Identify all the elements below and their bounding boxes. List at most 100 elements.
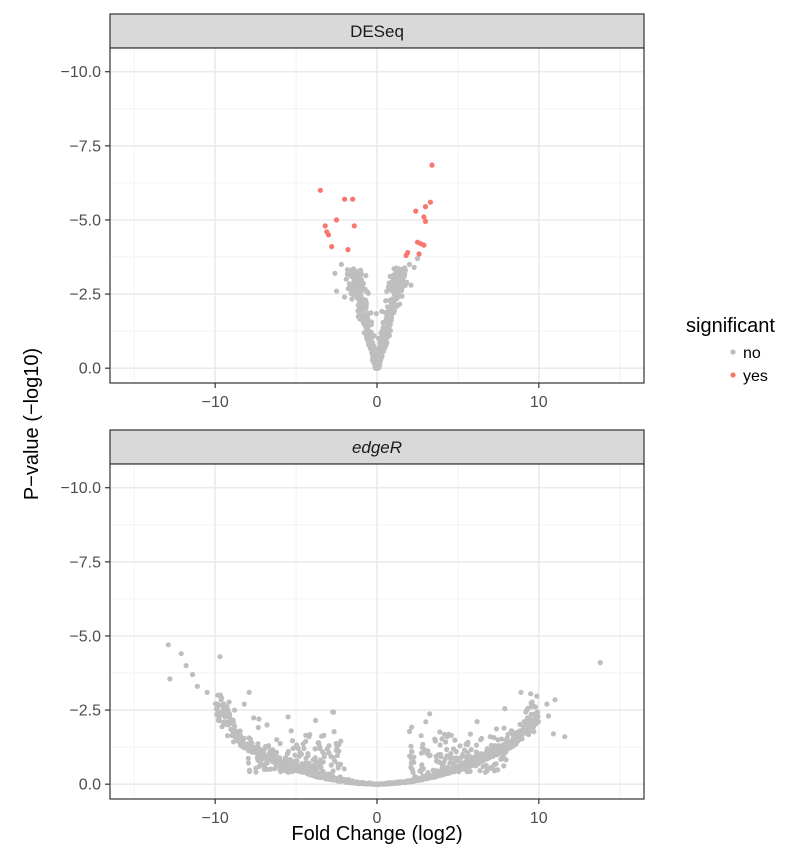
point-no — [228, 726, 234, 733]
point-yes — [427, 199, 433, 205]
legend-title: significant — [686, 315, 775, 337]
point-no — [246, 689, 252, 695]
point-yes — [350, 196, 356, 202]
point-no — [335, 777, 341, 783]
point-no — [550, 731, 557, 737]
point-no — [468, 754, 474, 760]
point-no — [444, 746, 450, 753]
point-no — [452, 737, 458, 743]
point-no — [389, 283, 395, 289]
point-no — [303, 755, 309, 761]
point-no — [271, 751, 277, 757]
point-no — [401, 267, 408, 273]
point-no — [389, 278, 396, 284]
point-no — [518, 689, 524, 695]
point-no — [467, 759, 473, 765]
point-no — [391, 310, 397, 316]
panel-top-strip — [109, 13, 645, 49]
point-no — [398, 274, 404, 280]
point-no — [279, 760, 285, 766]
point-no — [351, 779, 357, 785]
point-no — [220, 712, 226, 718]
point-no — [380, 341, 386, 347]
point-no — [454, 755, 460, 761]
point-no — [264, 722, 270, 728]
point-no — [314, 772, 320, 778]
panel-bottom: edgeR −10.0 −7.5 −5.0 −2.5 0.0 −10 0 10 — [61, 429, 645, 827]
point-no — [544, 701, 550, 707]
point-no — [247, 736, 254, 743]
point-no — [275, 763, 281, 769]
point-no — [357, 316, 363, 322]
legend-key-no — [730, 349, 736, 355]
point-no — [238, 739, 244, 745]
point-no — [369, 343, 375, 349]
point-no — [220, 703, 226, 709]
point-no — [189, 671, 196, 678]
point-yes — [325, 232, 332, 238]
point-no — [503, 740, 509, 746]
point-no — [385, 333, 391, 339]
point-no — [313, 717, 319, 724]
point-no — [531, 729, 537, 735]
point-no — [418, 733, 424, 739]
point-no — [489, 764, 495, 770]
point-no — [468, 747, 474, 753]
y-tick-label: −5.0 — [69, 212, 101, 229]
point-no — [345, 779, 351, 785]
legend-label-yes: yes — [743, 368, 768, 385]
point-yes — [422, 204, 429, 210]
point-no — [368, 310, 374, 316]
point-no — [286, 761, 292, 768]
point-no — [247, 768, 253, 775]
panel-top-points — [317, 162, 435, 371]
point-no — [441, 731, 447, 737]
point-no — [529, 720, 535, 726]
point-yes — [322, 223, 328, 229]
point-no — [226, 714, 232, 720]
point-no — [418, 750, 425, 756]
point-no — [224, 733, 231, 739]
point-no — [274, 737, 280, 743]
point-no — [178, 651, 184, 657]
point-no — [393, 265, 399, 271]
point-yes — [416, 251, 422, 257]
point-yes — [345, 247, 351, 253]
point-no — [349, 296, 355, 302]
y-tick-label: −10.0 — [61, 480, 102, 497]
point-no — [165, 642, 171, 648]
point-no — [267, 750, 273, 756]
point-no — [334, 752, 341, 759]
point-no — [503, 748, 509, 755]
point-no — [528, 691, 534, 697]
x-tick-label: 0 — [373, 394, 382, 411]
point-no — [350, 266, 356, 272]
point-no — [376, 781, 382, 787]
point-no — [463, 741, 469, 747]
point-no — [313, 759, 319, 765]
point-yes — [403, 252, 409, 259]
point-no — [328, 762, 334, 768]
point-no — [451, 762, 457, 768]
point-no — [317, 746, 323, 752]
point-no — [324, 746, 330, 752]
point-no — [437, 729, 443, 735]
point-no — [296, 753, 302, 759]
point-no — [167, 676, 173, 682]
point-no — [501, 763, 507, 769]
point-no — [312, 746, 318, 752]
point-yes — [421, 242, 427, 248]
point-no — [509, 743, 515, 750]
point-no — [358, 267, 364, 273]
point-no — [403, 779, 409, 785]
y-tick-label: 0.0 — [79, 361, 101, 378]
point-no — [383, 298, 389, 304]
x-tick-label: 10 — [530, 394, 548, 411]
point-no — [397, 280, 403, 287]
y-tick-label: −5.0 — [69, 628, 101, 645]
y-tick-label: −7.5 — [69, 554, 101, 571]
point-no — [388, 315, 395, 321]
y-tick-label: −2.5 — [69, 287, 101, 304]
point-no — [360, 779, 366, 786]
